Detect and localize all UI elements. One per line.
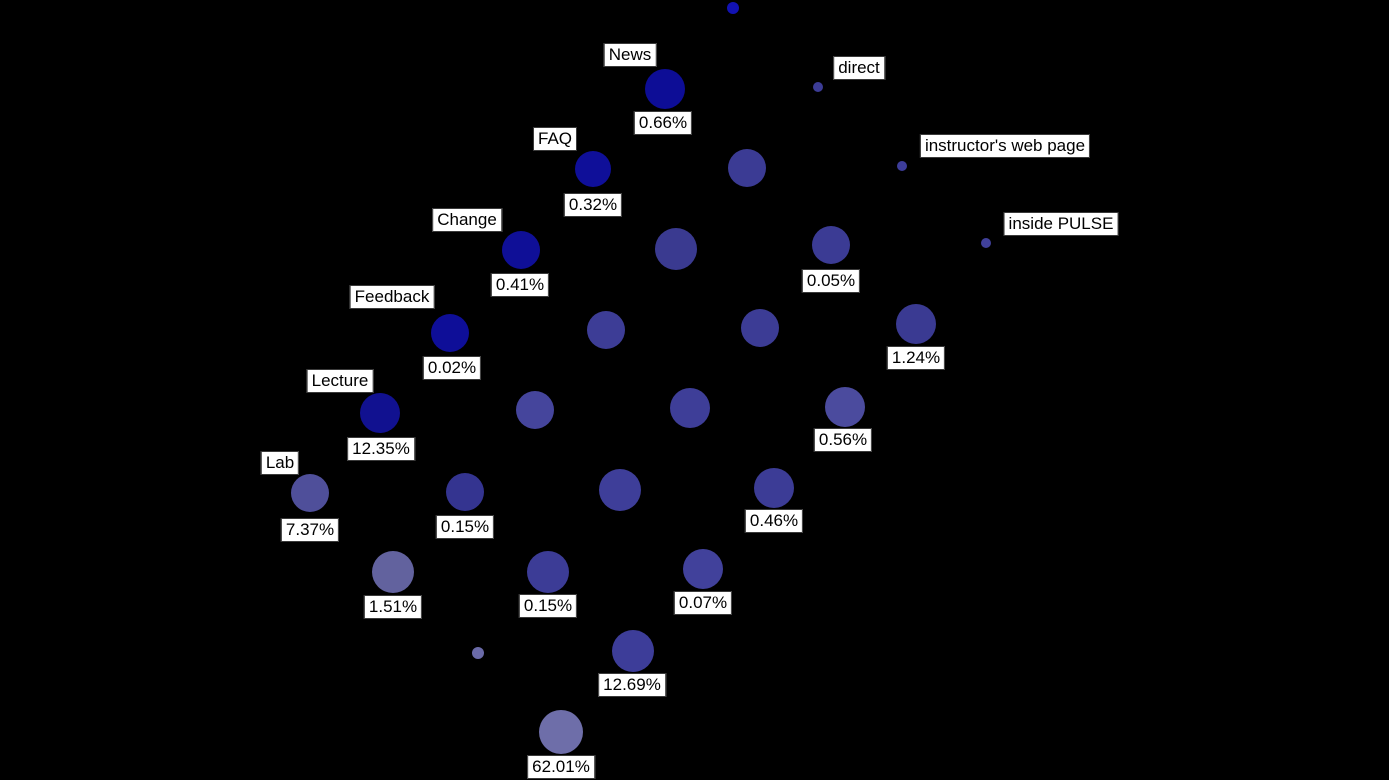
bubble-lab-instructor [472,647,484,659]
node-pct-label: 1.24% [886,346,946,370]
bubble-feedback-direct [516,391,554,429]
bubble-lab [291,474,329,512]
node-pct-label: 0.56% [813,428,873,452]
node-name-label: Lab [260,451,300,475]
node-pct-label: 7.37% [280,518,340,542]
node-pct-label: 0.07% [673,591,733,615]
bubble-change-direct [587,311,625,349]
node-name-label: FAQ [532,127,578,151]
node-pct-label: 0.66% [633,111,693,135]
bubble-news-pulse [896,304,936,344]
node-pct-label: 0.15% [435,515,495,539]
bubble-faq [575,151,611,187]
bubble-lab-direct [372,551,414,593]
bubble-feedback-instructor [599,469,641,511]
bubble-feedback [431,314,469,352]
bubble-feedback-pulse [683,549,723,589]
bubble-faq-direct [655,228,697,270]
bubble-news-instructor [812,226,850,264]
node-pct-label: 0.02% [422,356,482,380]
node-pct-label: 0.15% [518,594,578,618]
bubble-lecture-direct [446,473,484,511]
node-pct-label: 0.05% [801,269,861,293]
node-name-label: Lecture [306,369,374,393]
node-pct-label: 0.32% [563,193,623,217]
node-pct-label: 12.35% [347,437,415,461]
bubble-change-instructor [670,388,710,428]
node-pct-label: 1.51% [363,595,423,619]
bubble-change [502,231,540,269]
bubble-lab-pulse [539,710,583,754]
node-pct-label: 12.69% [598,673,666,697]
bubble-news [645,69,685,109]
bubble-lecture-pulse [612,630,654,672]
node-name-label: News [603,43,657,67]
bubble-instructor [897,161,907,171]
node-pct-label: 62.01% [527,755,595,779]
bubble-faq-pulse [825,387,865,427]
bubble-apex [727,2,739,14]
bubble-pulse [981,238,991,248]
node-name-label: inside PULSE [1003,212,1119,236]
node-name-label: Feedback [349,285,435,309]
bubble-faq-instructor [741,309,779,347]
node-pct-label: 0.46% [744,509,804,533]
node-name-label: instructor's web page [919,134,1091,158]
bubble-lecture [360,393,400,433]
bubble-lecture-instructor [527,551,569,593]
node-name-label: direct [833,56,885,80]
bubble-direct [813,82,823,92]
bubble-news-direct [728,149,766,187]
node-name-label: Change [432,208,502,232]
node-pct-label: 0.41% [490,273,550,297]
bubble-change-pulse [754,468,794,508]
